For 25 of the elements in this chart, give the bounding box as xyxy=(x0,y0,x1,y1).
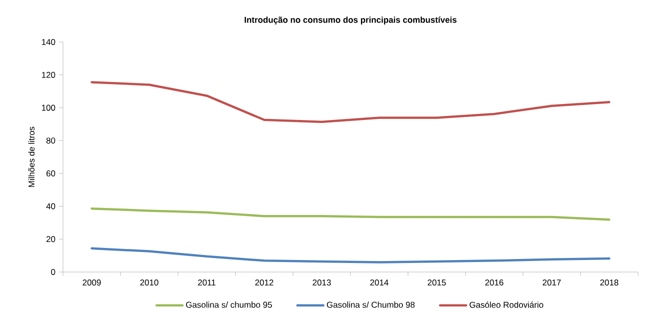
legend-label: Gasóleo Rodoviário xyxy=(470,301,544,308)
y-tick-label: 40 xyxy=(46,203,56,210)
legend-label: Gasolina s/ Chumbo 98 xyxy=(326,302,415,308)
y-tick-label: 20 xyxy=(46,236,56,242)
line-series xyxy=(90,247,610,264)
x-tick-label: 2010 xyxy=(140,280,158,286)
legend-label: Gasolina s/ chumbo 95 xyxy=(186,302,272,308)
x-tick-label: 2017 xyxy=(542,280,561,286)
y-axis-title: Milhões de litros xyxy=(28,126,35,187)
line-series xyxy=(90,81,610,123)
x-tick-label: 2016 xyxy=(485,280,504,286)
chart-title: Introdução no consumo dos principais combustíveis xyxy=(244,16,457,24)
x-tick-label: 2009 xyxy=(82,280,101,286)
x-tick-label: 2013 xyxy=(312,280,331,286)
y-tick-label: 60 xyxy=(46,170,56,176)
y-tick-label: 120 xyxy=(42,72,56,78)
x-tick-label: 2015 xyxy=(428,280,446,286)
y-tick-label: 140 xyxy=(42,39,56,45)
x-tick-label: 2014 xyxy=(370,280,388,286)
x-tick-label: 2018 xyxy=(600,280,618,286)
x-tick-label: 2011 xyxy=(198,280,216,286)
y-tick-label: 100 xyxy=(42,104,56,111)
y-tick-label: 80 xyxy=(46,138,56,144)
x-tick-label: 2012 xyxy=(255,280,274,286)
y-tick-label: 0 xyxy=(51,269,56,275)
